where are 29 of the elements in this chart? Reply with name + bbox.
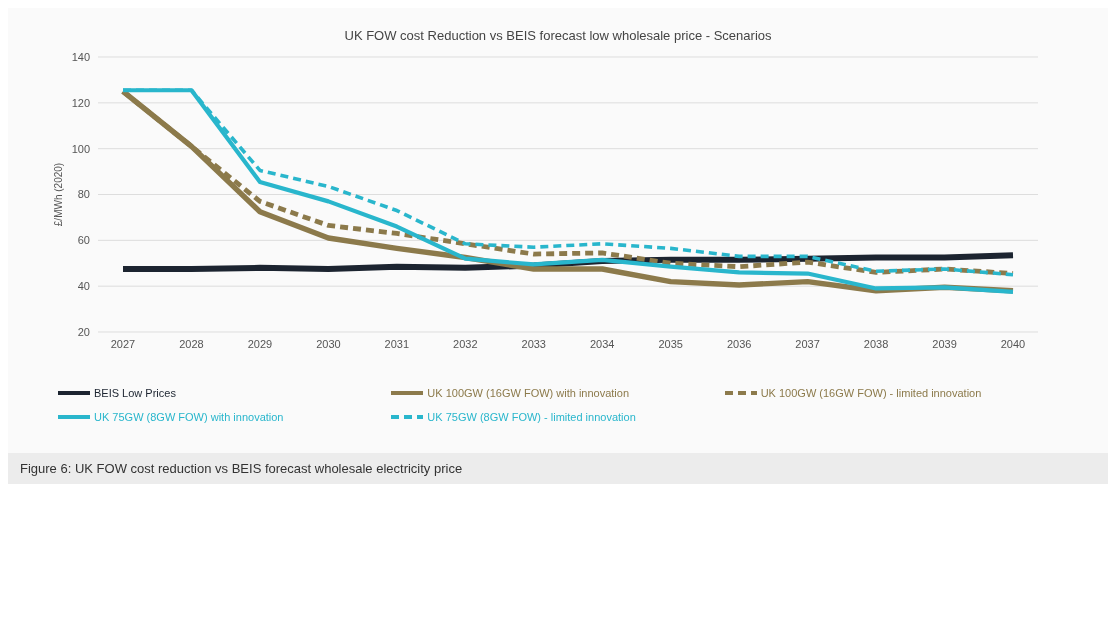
y-tick-label: 60 [77, 234, 90, 247]
y-tick-label: 140 [71, 50, 90, 63]
y-tick-label: 40 [77, 280, 90, 293]
x-tick-label: 2027 [110, 337, 136, 350]
x-tick-label: 2028 [179, 337, 204, 350]
legend-label: BEIS Low Prices [94, 387, 176, 399]
x-tick-label: 2030 [316, 337, 341, 350]
x-tick-label: 2031 [384, 337, 410, 350]
chart-title: UK FOW cost Reduction vs BEIS forecast low wholesale price - Scenarios [343, 28, 773, 43]
y-tick-label: 20 [77, 325, 90, 338]
x-tick-label: 2040 [1000, 337, 1026, 350]
x-tick-label: 2035 [658, 337, 683, 350]
x-tick-label: 2033 [521, 337, 547, 350]
y-tick-label: 120 [71, 96, 90, 109]
y-tick-label: 100 [71, 142, 90, 155]
y-axis-title: £/MWh (2020) [52, 162, 64, 227]
legend-label: UK 75GW (8GW FOW) with innovation [94, 411, 284, 423]
x-tick-label: 2034 [589, 337, 615, 350]
legend-label: UK 100GW (16GW FOW) with innovation [427, 387, 630, 399]
x-tick-label: 2032 [453, 337, 478, 350]
legend-label: UK 100GW (16GW FOW) - limited innovation [760, 387, 982, 399]
y-tick-label: 80 [77, 188, 90, 201]
caption: Figure 6: UK FOW cost reduction vs BEIS forecast wholesale electricity price [8, 453, 1108, 484]
legend-label: UK 75GW (8GW FOW) - limited innovation [427, 411, 636, 423]
x-tick-label: 2037 [795, 337, 820, 350]
x-tick-label: 2038 [863, 337, 889, 350]
x-tick-label: 2039 [932, 337, 957, 350]
x-tick-label: 2036 [726, 337, 752, 350]
x-tick-label: 2029 [247, 337, 273, 350]
